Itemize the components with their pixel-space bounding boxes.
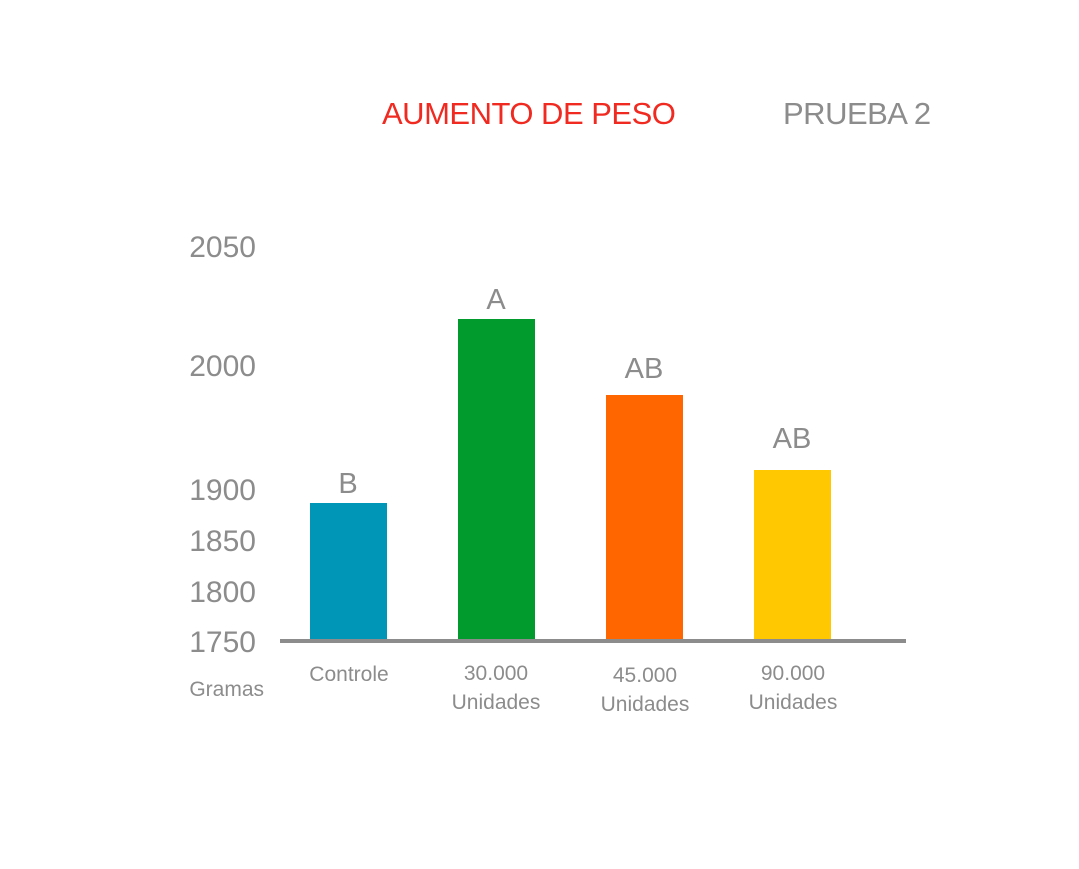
category-label-line1: 90.000: [760, 662, 826, 685]
category-label-line2: Unidades: [748, 691, 838, 714]
category-label-30000: 30.000 Unidades: [421, 659, 571, 717]
bar-30000-unidades: [458, 319, 535, 640]
category-label-line1: 30.000: [463, 662, 529, 685]
category-label-line2: Unidades: [451, 691, 541, 714]
y-axis-unit-label: Gramas: [189, 678, 264, 701]
chart-subtitle: PRUEBA 2: [783, 96, 931, 131]
bar-controle: [310, 503, 387, 640]
bar-letter-controle: B: [338, 468, 358, 500]
bar-letter-90000: AB: [772, 423, 812, 455]
category-label-line2: Unidades: [600, 693, 690, 716]
bar-letter-45000: AB: [624, 353, 664, 385]
bar-90000-unidades: [754, 470, 831, 640]
y-tick-1750: 1750: [189, 626, 256, 659]
y-tick-1850: 1850: [189, 525, 256, 558]
bar-letter-30000: A: [486, 284, 506, 316]
category-label-controle: Controle: [274, 660, 424, 689]
y-tick-1800: 1800: [189, 576, 256, 609]
chart-title: AUMENTO DE PESO: [382, 96, 676, 131]
y-tick-2000: 2000: [189, 350, 256, 383]
bar-45000-unidades: [606, 395, 683, 640]
y-tick-2050: 2050: [189, 231, 256, 264]
category-label-line1: 45.000: [612, 664, 678, 687]
category-label-line1: Controle: [309, 663, 389, 686]
category-label-45000: 45.000 Unidades: [570, 661, 720, 719]
y-tick-1900: 1900: [189, 474, 256, 507]
x-axis-line: [280, 639, 906, 643]
category-label-90000: 90.000 Unidades: [718, 659, 868, 717]
